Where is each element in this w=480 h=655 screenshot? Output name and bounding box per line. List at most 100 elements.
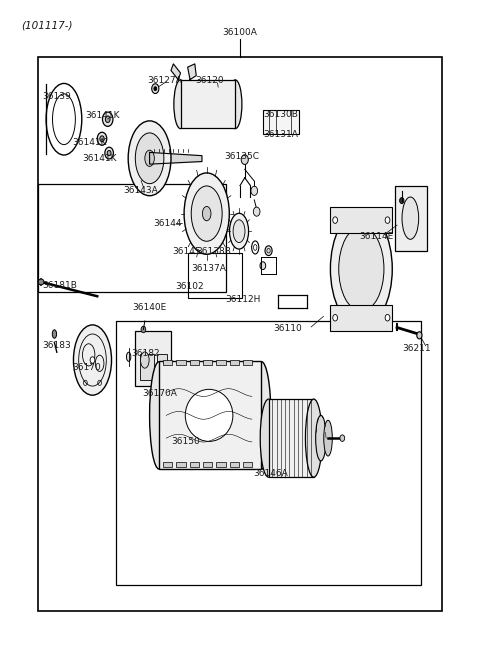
Ellipse shape: [400, 198, 404, 204]
Text: 36141K: 36141K: [72, 138, 107, 147]
Bar: [203, 360, 213, 365]
Bar: [203, 462, 213, 468]
Ellipse shape: [73, 325, 111, 395]
Ellipse shape: [105, 147, 113, 159]
Bar: [229, 462, 239, 468]
Text: 36146A: 36146A: [253, 470, 288, 478]
Bar: [268, 399, 314, 477]
Text: 36114E: 36114E: [359, 232, 393, 241]
Text: 36141K: 36141K: [85, 111, 120, 121]
Text: 36100A: 36100A: [223, 28, 257, 37]
Ellipse shape: [260, 262, 266, 270]
Ellipse shape: [107, 151, 111, 156]
Bar: [243, 360, 252, 365]
Ellipse shape: [145, 150, 155, 166]
Bar: [216, 462, 226, 468]
Bar: [190, 462, 199, 468]
Ellipse shape: [241, 155, 248, 164]
Ellipse shape: [233, 220, 245, 242]
Ellipse shape: [38, 279, 44, 285]
Text: 36170A: 36170A: [143, 389, 177, 398]
Text: 36145: 36145: [172, 247, 201, 256]
Ellipse shape: [174, 80, 187, 128]
Ellipse shape: [385, 217, 390, 223]
Bar: [330, 305, 392, 331]
Text: 36135C: 36135C: [225, 153, 260, 162]
Ellipse shape: [228, 80, 242, 128]
Text: 36144: 36144: [154, 219, 182, 228]
Text: 36141K: 36141K: [82, 154, 117, 163]
Text: 36127A: 36127A: [147, 76, 182, 84]
Ellipse shape: [152, 84, 159, 94]
Ellipse shape: [184, 173, 229, 254]
Ellipse shape: [340, 435, 345, 441]
Ellipse shape: [316, 415, 326, 461]
Bar: [263, 110, 299, 134]
Ellipse shape: [141, 326, 146, 333]
Bar: [140, 354, 155, 379]
Ellipse shape: [333, 217, 337, 223]
Ellipse shape: [135, 133, 164, 183]
Bar: [116, 321, 421, 584]
Ellipse shape: [103, 112, 113, 126]
Text: 36102: 36102: [176, 282, 204, 291]
Text: 36182: 36182: [132, 349, 160, 358]
Ellipse shape: [330, 210, 392, 328]
Bar: [243, 462, 252, 468]
Bar: [163, 462, 172, 468]
Bar: [38, 184, 226, 291]
Polygon shape: [150, 153, 202, 164]
Text: 36138B: 36138B: [196, 247, 231, 256]
Bar: [135, 331, 171, 386]
Bar: [38, 58, 442, 610]
Polygon shape: [171, 64, 180, 79]
Ellipse shape: [90, 357, 95, 364]
Text: 36112H: 36112H: [226, 295, 261, 304]
Bar: [190, 360, 199, 365]
Bar: [176, 360, 186, 365]
Ellipse shape: [417, 331, 422, 339]
Ellipse shape: [339, 227, 384, 311]
Bar: [395, 185, 427, 251]
Ellipse shape: [141, 352, 149, 368]
Ellipse shape: [251, 186, 258, 195]
Polygon shape: [188, 64, 196, 79]
Ellipse shape: [229, 214, 249, 249]
Ellipse shape: [260, 399, 277, 477]
Text: 36137A: 36137A: [192, 265, 227, 273]
Ellipse shape: [150, 362, 168, 469]
Bar: [157, 354, 167, 379]
Ellipse shape: [127, 352, 131, 362]
Bar: [163, 360, 172, 365]
Ellipse shape: [185, 389, 233, 441]
Bar: [330, 207, 392, 233]
Text: 36130B: 36130B: [263, 109, 298, 119]
Ellipse shape: [105, 116, 110, 122]
Text: 36120: 36120: [195, 76, 223, 84]
Ellipse shape: [100, 136, 104, 141]
Text: 36143A: 36143A: [123, 186, 158, 195]
Text: 36140E: 36140E: [132, 303, 167, 312]
Bar: [188, 253, 242, 298]
Ellipse shape: [191, 186, 222, 241]
Text: 36131A: 36131A: [263, 130, 298, 139]
Ellipse shape: [97, 132, 107, 145]
Ellipse shape: [128, 121, 171, 196]
Bar: [159, 362, 262, 469]
Bar: [229, 360, 239, 365]
Ellipse shape: [385, 314, 390, 321]
Ellipse shape: [402, 197, 419, 239]
Ellipse shape: [203, 206, 211, 221]
Ellipse shape: [333, 314, 337, 321]
Bar: [216, 360, 226, 365]
Ellipse shape: [324, 421, 332, 456]
Text: 36110: 36110: [273, 324, 302, 333]
Text: 36183: 36183: [43, 341, 71, 350]
Ellipse shape: [154, 86, 157, 90]
Bar: [176, 462, 186, 468]
Ellipse shape: [52, 329, 57, 338]
Ellipse shape: [265, 246, 272, 255]
Text: 36170: 36170: [72, 364, 101, 372]
Text: 36211: 36211: [402, 344, 431, 353]
Text: 36181B: 36181B: [43, 281, 77, 290]
